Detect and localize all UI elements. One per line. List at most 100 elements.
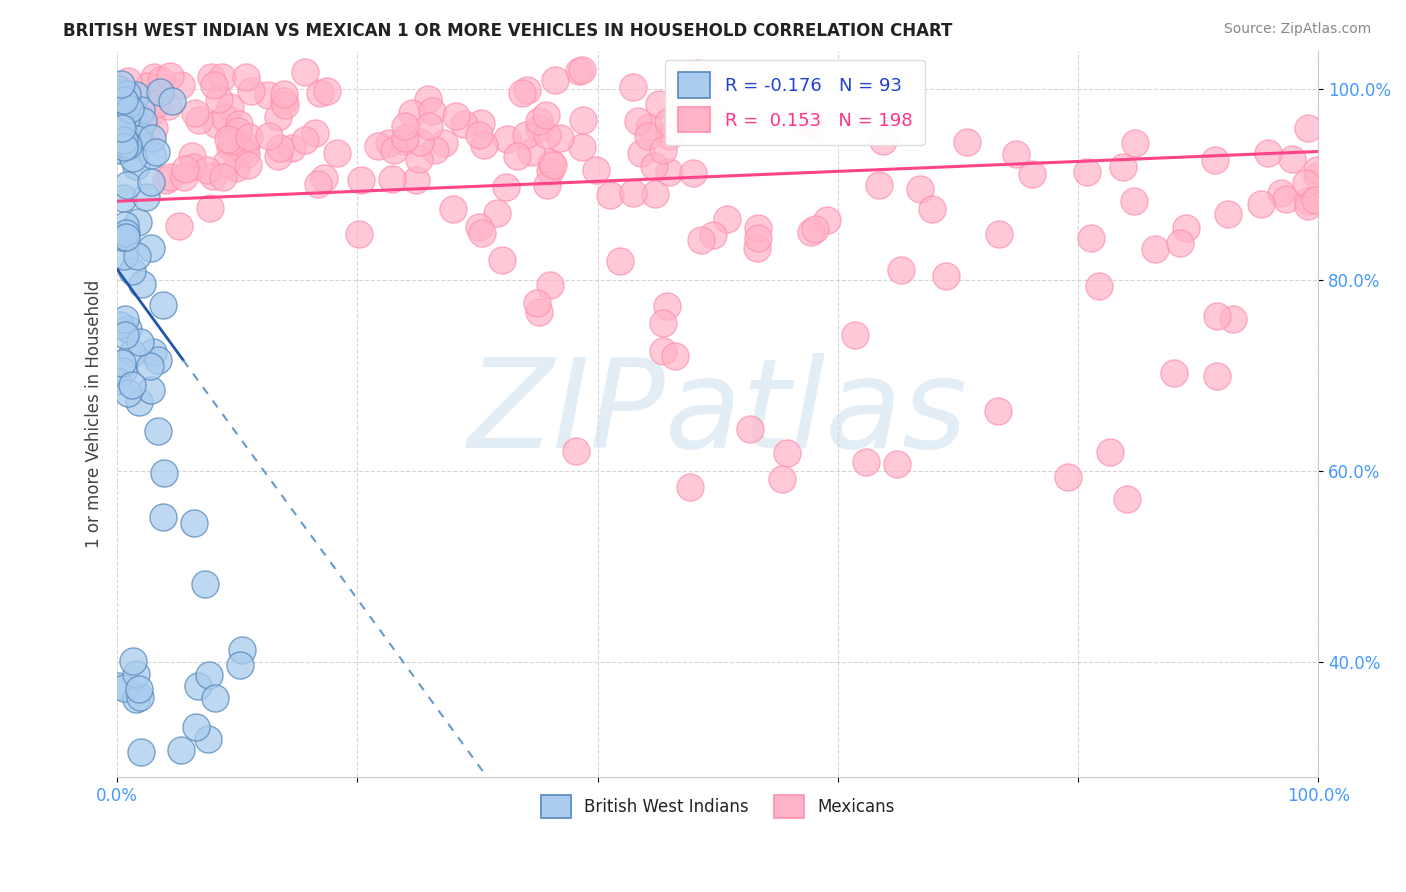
Point	[392, 134, 415, 148]
Point	[146, 97, 169, 112]
Point	[121, 263, 143, 277]
Point	[167, 219, 190, 233]
Point	[115, 113, 138, 128]
Point	[110, 142, 132, 156]
Point	[110, 117, 132, 131]
Point	[935, 268, 957, 283]
Point	[1168, 235, 1191, 250]
Point	[294, 65, 316, 79]
Point	[125, 692, 148, 706]
Point	[568, 63, 591, 78]
Point	[235, 146, 257, 161]
Point	[644, 187, 666, 202]
Point	[1281, 152, 1303, 166]
Point	[516, 83, 538, 97]
Point	[146, 424, 169, 438]
Point	[122, 654, 145, 668]
Point	[236, 158, 259, 172]
Point	[274, 98, 297, 112]
Point	[471, 226, 494, 240]
Point	[202, 78, 225, 92]
Point	[266, 111, 288, 125]
Point	[621, 186, 644, 200]
Point	[197, 732, 219, 747]
Point	[114, 112, 136, 127]
Point	[565, 443, 588, 458]
Point	[128, 395, 150, 409]
Point	[228, 124, 250, 138]
Point	[347, 227, 370, 241]
Point	[125, 667, 148, 681]
Point	[637, 128, 659, 143]
Point	[146, 353, 169, 368]
Point	[198, 668, 221, 682]
Point	[142, 345, 165, 359]
Point	[621, 79, 644, 94]
Point	[114, 328, 136, 343]
Point	[186, 720, 208, 734]
Point	[1257, 145, 1279, 160]
Point	[405, 173, 427, 187]
Point	[495, 179, 517, 194]
Point	[652, 316, 675, 330]
Point	[657, 115, 679, 129]
Point	[470, 116, 492, 130]
Point	[235, 70, 257, 84]
Point	[183, 161, 205, 175]
Point	[855, 455, 877, 469]
Point	[112, 364, 135, 378]
Point	[204, 117, 226, 131]
Point	[446, 109, 468, 123]
Point	[702, 228, 724, 243]
Point	[273, 87, 295, 102]
Point	[418, 120, 440, 134]
Point	[1204, 153, 1226, 167]
Y-axis label: 1 or more Vehicles in Household: 1 or more Vehicles in Household	[86, 280, 103, 548]
Point	[269, 141, 291, 155]
Point	[257, 128, 280, 143]
Point	[136, 79, 159, 94]
Point	[194, 577, 217, 591]
Point	[425, 143, 447, 157]
Point	[543, 158, 565, 172]
Point	[211, 169, 233, 184]
Point	[491, 252, 513, 267]
Point	[394, 119, 416, 133]
Text: ZIPatlas: ZIPatlas	[468, 353, 967, 475]
Point	[114, 311, 136, 326]
Point	[159, 69, 181, 83]
Point	[114, 138, 136, 153]
Point	[534, 108, 557, 122]
Point	[235, 138, 257, 153]
Point	[107, 679, 129, 693]
Point	[281, 141, 304, 155]
Point	[145, 145, 167, 159]
Point	[142, 121, 165, 136]
Point	[1004, 147, 1026, 161]
Point	[394, 131, 416, 145]
Point	[120, 103, 142, 117]
Point	[129, 745, 152, 759]
Point	[149, 86, 172, 100]
Point	[128, 690, 150, 705]
Point	[108, 98, 131, 112]
Point	[228, 657, 250, 672]
Point	[651, 344, 673, 359]
Point	[183, 516, 205, 530]
Point	[496, 132, 519, 146]
Point	[112, 249, 135, 263]
Point	[128, 681, 150, 696]
Point	[921, 202, 943, 216]
Point	[433, 136, 456, 150]
Point	[1174, 220, 1197, 235]
Point	[690, 233, 713, 247]
Point	[131, 277, 153, 292]
Point	[538, 277, 561, 292]
Point	[195, 162, 218, 177]
Point	[141, 131, 163, 145]
Point	[111, 229, 134, 244]
Point	[125, 249, 148, 263]
Point	[890, 262, 912, 277]
Point	[420, 104, 443, 119]
Point	[188, 113, 211, 128]
